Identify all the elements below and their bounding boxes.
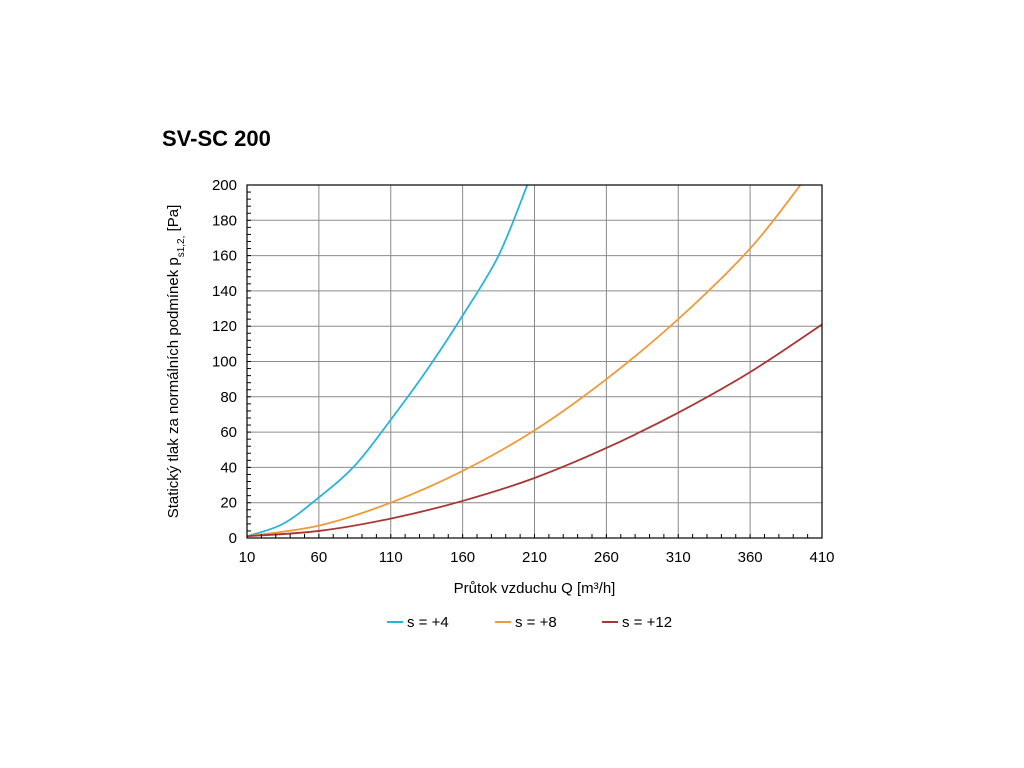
legend: s = +4 s = +8 s = +12 [387, 614, 672, 631]
series-line-1 [246, 184, 529, 538]
x-tick-label: 410 [809, 549, 834, 566]
y-tick-label: 0 [229, 530, 237, 547]
y-axis-label-text: Statický tlak za normálních podmínek p [165, 257, 182, 518]
x-tick-label: 110 [379, 549, 403, 566]
y-axis-label: Statický tlak za normálních podmínek ps1… [165, 205, 187, 519]
y-axis-label-subscript: s1,2, [176, 236, 187, 258]
x-tick-label: 360 [738, 549, 763, 566]
y-tick-label: 40 [220, 459, 237, 476]
chart-title: SV-SC 200 [162, 126, 271, 151]
y-tick-label: 100 [212, 354, 237, 371]
x-tick-label: 310 [666, 549, 691, 566]
y-tick-label: 140 [212, 283, 237, 300]
legend-label-2: s = +8 [515, 614, 557, 631]
x-axis-label: Průtok vzduchu Q [m³/h] [454, 580, 616, 597]
x-tick-label: 10 [239, 549, 256, 566]
y-tick-label: 60 [220, 424, 237, 441]
legend-label-1: s = +4 [407, 614, 449, 631]
x-tick-label: 210 [522, 549, 547, 566]
y-tick-label: 180 [212, 212, 237, 229]
series-layer [246, 184, 823, 538]
y-tick-label: 120 [212, 318, 237, 335]
legend-label-3: s = +12 [622, 614, 672, 631]
x-tick-label: 160 [450, 549, 475, 566]
x-tick-label: 60 [311, 549, 328, 566]
y-tick-label: 80 [220, 389, 237, 406]
series-line-2 [246, 184, 802, 538]
y-tick-label: 20 [220, 495, 237, 512]
series-line-3 [246, 323, 823, 538]
y-tick-label: 160 [212, 248, 237, 265]
y-axis-label-unit: [Pa] [165, 205, 182, 236]
minor-ticks [246, 184, 823, 539]
x-tick-label: 260 [594, 549, 619, 566]
y-tick-label: 200 [212, 177, 237, 194]
tick-labels: 0 20 40 60 80 100 120 140 160 180 200 10 60 110 160 210… [212, 177, 835, 566]
